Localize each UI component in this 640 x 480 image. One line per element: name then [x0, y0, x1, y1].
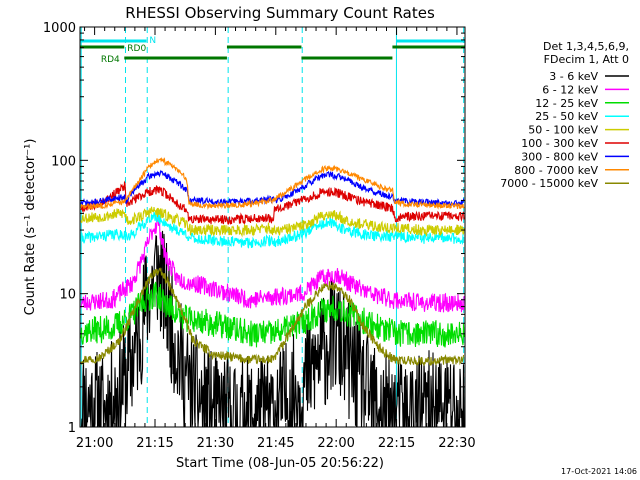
x-tick-label-2: 21:15	[136, 436, 173, 451]
x-axis-label: Start Time (08-Jun-05 20:56:22)	[176, 456, 384, 471]
legend-label-8: 800 - 7000 keV	[514, 164, 598, 177]
x-tick-label-3: 21:30	[197, 436, 234, 451]
x-tick-label-4: 21:45	[257, 436, 294, 451]
flag-bar-4-1	[124, 56, 227, 60]
legend-header-1: Det 1,3,4,5,6,9,	[543, 40, 629, 53]
legend-label-6: 100 - 300 keV	[521, 137, 598, 150]
x-tick-label-7: 22:30	[438, 436, 475, 451]
legend-label-2: 6 - 12 keV	[542, 83, 598, 96]
flag-bar-1-2	[396, 39, 465, 43]
flag-bar-2-1	[80, 45, 125, 49]
y-tick-label-3: 100	[51, 154, 76, 169]
footer-timestamp: 17-Oct-2021 14:06	[561, 467, 637, 476]
flag-bar-3-1	[226, 45, 302, 49]
flag-label-2: RD0	[127, 44, 146, 54]
legend-header-2: FDecim 1, Att 0	[544, 53, 629, 66]
flag-bar-4-2	[301, 56, 393, 60]
chart-title: RHESSI Observing Summary Count Rates	[125, 4, 435, 22]
plot-frame	[79, 26, 466, 428]
series-line-2	[80, 216, 465, 313]
legend-label-5: 50 - 100 keV	[528, 124, 598, 137]
data-series	[80, 156, 465, 428]
legend-label-9: 7000 - 15000 keV	[500, 177, 598, 190]
series-line-3	[80, 281, 465, 348]
legend-label-3: 12 - 25 keV	[535, 97, 598, 110]
y-tick-label-2: 10	[59, 288, 76, 303]
series-line-9	[80, 267, 465, 366]
series-line-1	[80, 230, 465, 428]
flag-label-4: RD4	[101, 55, 120, 65]
series-line-5	[80, 206, 465, 238]
flag-label-1: N	[149, 36, 156, 46]
series-line-8	[80, 156, 465, 211]
x-axis-ticks: 21:00 21:15 21:30 21:45 22:00 22:15 22:30	[76, 27, 476, 451]
series-line-6	[80, 180, 465, 225]
y-tick-label-4: 1000	[43, 21, 76, 36]
series-line-4	[80, 211, 465, 249]
y-axis-ticks: 1 10 100 1000	[43, 21, 465, 436]
legend: Det 1,3,4,5,6,9,FDecim 1, Att 0 3 - 6 keV…	[500, 40, 629, 190]
series-line-7	[80, 169, 465, 208]
flag-bar-1-1	[80, 39, 147, 43]
x-tick-label-6: 22:15	[378, 436, 415, 451]
legend-label-1: 3 - 6 keV	[549, 70, 598, 83]
legend-label-7: 300 - 800 keV	[521, 150, 598, 163]
x-tick-label-5: 22:00	[317, 436, 354, 451]
x-tick-label-1: 21:00	[76, 436, 113, 451]
y-tick-label-1: 1	[68, 421, 76, 436]
flag-bar-3-2	[392, 45, 465, 49]
y-axis-label: Count Rate (s⁻¹ detector⁻¹)	[23, 139, 38, 316]
legend-label-4: 25 - 50 keV	[535, 110, 598, 123]
